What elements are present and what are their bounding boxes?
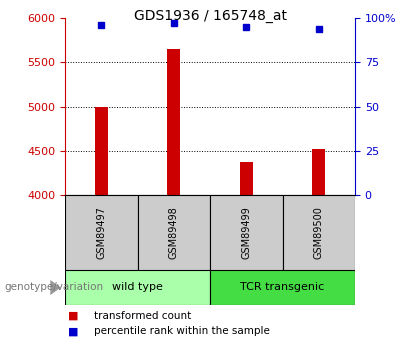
Text: GSM89497: GSM89497 — [96, 206, 106, 259]
Bar — [95, 107, 108, 195]
Text: ■: ■ — [68, 311, 79, 321]
Text: percentile rank within the sample: percentile rank within the sample — [94, 326, 270, 336]
Text: GDS1936 / 165748_at: GDS1936 / 165748_at — [134, 9, 286, 23]
Text: transformed count: transformed count — [94, 311, 192, 321]
Bar — [167, 49, 180, 195]
FancyBboxPatch shape — [210, 195, 283, 270]
Text: TCR transgenic: TCR transgenic — [240, 283, 325, 293]
Bar — [312, 149, 325, 195]
FancyBboxPatch shape — [137, 195, 210, 270]
Polygon shape — [50, 280, 61, 295]
FancyBboxPatch shape — [65, 195, 137, 270]
Bar — [240, 162, 253, 195]
Text: GSM89498: GSM89498 — [169, 206, 179, 259]
Text: wild type: wild type — [112, 283, 163, 293]
FancyBboxPatch shape — [283, 195, 355, 270]
FancyBboxPatch shape — [210, 270, 355, 305]
Text: ■: ■ — [68, 326, 79, 336]
Text: genotype/variation: genotype/variation — [4, 283, 103, 293]
Text: GSM89499: GSM89499 — [241, 206, 251, 259]
FancyBboxPatch shape — [65, 270, 210, 305]
Text: GSM89500: GSM89500 — [314, 206, 324, 259]
